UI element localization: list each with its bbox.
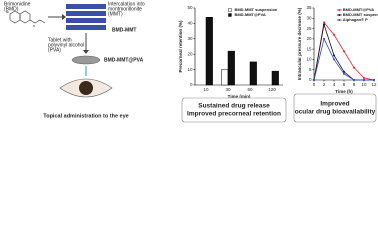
step-label: polyvinyl alcohol: [48, 42, 84, 48]
arrow-head: [62, 14, 66, 20]
x-tick-label: 60: [247, 87, 253, 92]
x-tick-label: 6: [343, 82, 346, 87]
caption: Sustained drug release: [198, 103, 270, 110]
y-tick-label: 0: [309, 77, 312, 82]
x-axis-label: Time (min): [228, 94, 251, 99]
svg-text:Br: Br: [6, 10, 9, 14]
y-tick-label: 40: [187, 21, 193, 26]
x-tick-label: 8: [353, 82, 356, 87]
step-label: (MMT): [108, 11, 123, 17]
product-label: BMD-MMT@PVA: [104, 57, 144, 63]
point: [323, 23, 325, 26]
x-tick-label: 4: [333, 82, 336, 87]
graphical-abstract: Br N Brimonidine (BMD) Intercalation int…: [4, 1, 378, 123]
point: [373, 79, 375, 81]
point: [333, 54, 335, 57]
x-tick-label: 0: [313, 82, 316, 87]
x-tick-label: 120: [268, 87, 276, 92]
caption: Improved: [320, 101, 349, 108]
y-tick-label: 30: [306, 15, 312, 20]
x-tick-label: 10: [203, 87, 209, 92]
arrow-head: [83, 50, 89, 54]
y-tick-label: 30: [187, 36, 193, 41]
y-axis-label: Intraocular pressure decrease (%): [297, 7, 302, 80]
drug-label: (BMD): [4, 6, 19, 12]
bar: [249, 61, 257, 86]
caption: Improved precorneal retention: [187, 111, 281, 118]
point: [353, 66, 355, 69]
x-tick-label: 2: [323, 82, 326, 87]
point: [323, 21, 325, 24]
y-axis-label: Precorneal retention (%): [178, 20, 183, 73]
x-tick-label: 30: [225, 87, 231, 92]
y-tick-label: 20: [187, 51, 193, 56]
y-tick-label: 20: [306, 36, 312, 41]
x-tick-label: 10: [361, 82, 367, 87]
point: [363, 79, 365, 81]
svg-text:N: N: [33, 24, 35, 28]
route-label: Topical administration to the eye: [43, 113, 128, 119]
legend-marker: [338, 14, 341, 16]
step-label: Tablet with: [48, 37, 72, 43]
point: [343, 70, 345, 73]
legend-marker: [338, 19, 341, 21]
iris: [79, 81, 93, 95]
y-tick-label: 35: [306, 5, 312, 10]
caption-box: [293, 93, 377, 123]
y-tick-label: 10: [306, 57, 312, 62]
bar: [221, 69, 229, 86]
step-label: Intercalation into: [108, 1, 145, 7]
legend-swatch: [228, 8, 232, 12]
point: [343, 72, 345, 75]
x-tick-label: 12: [371, 82, 377, 87]
point: [333, 33, 335, 36]
tablet: [71, 55, 101, 65]
bar: [205, 16, 213, 86]
legend-label: BMD-MMT suspension: [343, 12, 378, 17]
drug-label: Brimonidine: [4, 1, 31, 7]
point: [363, 76, 365, 79]
product-label: BMD-MMT: [112, 27, 136, 33]
molecule: Br N: [6, 10, 46, 28]
y-tick-label: 15: [306, 46, 312, 51]
point: [333, 58, 335, 61]
legend-swatch: [228, 13, 232, 17]
legend-label: BMD-MMT@PVA: [234, 12, 265, 17]
point: [323, 37, 325, 40]
y-tick-label: 5: [309, 67, 312, 72]
point: [313, 79, 315, 81]
mmt-layers: [66, 4, 106, 30]
y-tick-label: 50: [187, 5, 193, 10]
y-tick-label: 0: [190, 82, 193, 87]
x-axis-label: Time (h): [335, 89, 353, 94]
y-tick-label: 10: [187, 67, 193, 72]
legend-label: Alphagan® P: [343, 17, 368, 22]
caption: ocular drug bioavailability: [295, 109, 376, 116]
caption-box: [181, 97, 287, 123]
point: [343, 50, 345, 53]
point: [353, 79, 355, 81]
step-label: (PVA): [48, 47, 61, 53]
bar: [271, 70, 279, 86]
legend-label: BMD-MMT@PVA: [343, 7, 374, 12]
bar: [227, 50, 235, 86]
y-tick-label: 25: [306, 26, 312, 31]
step-label: montmorillonite: [108, 6, 142, 12]
legend-marker: [338, 9, 341, 11]
legend-label: BMD-MMT suspension: [234, 7, 277, 12]
